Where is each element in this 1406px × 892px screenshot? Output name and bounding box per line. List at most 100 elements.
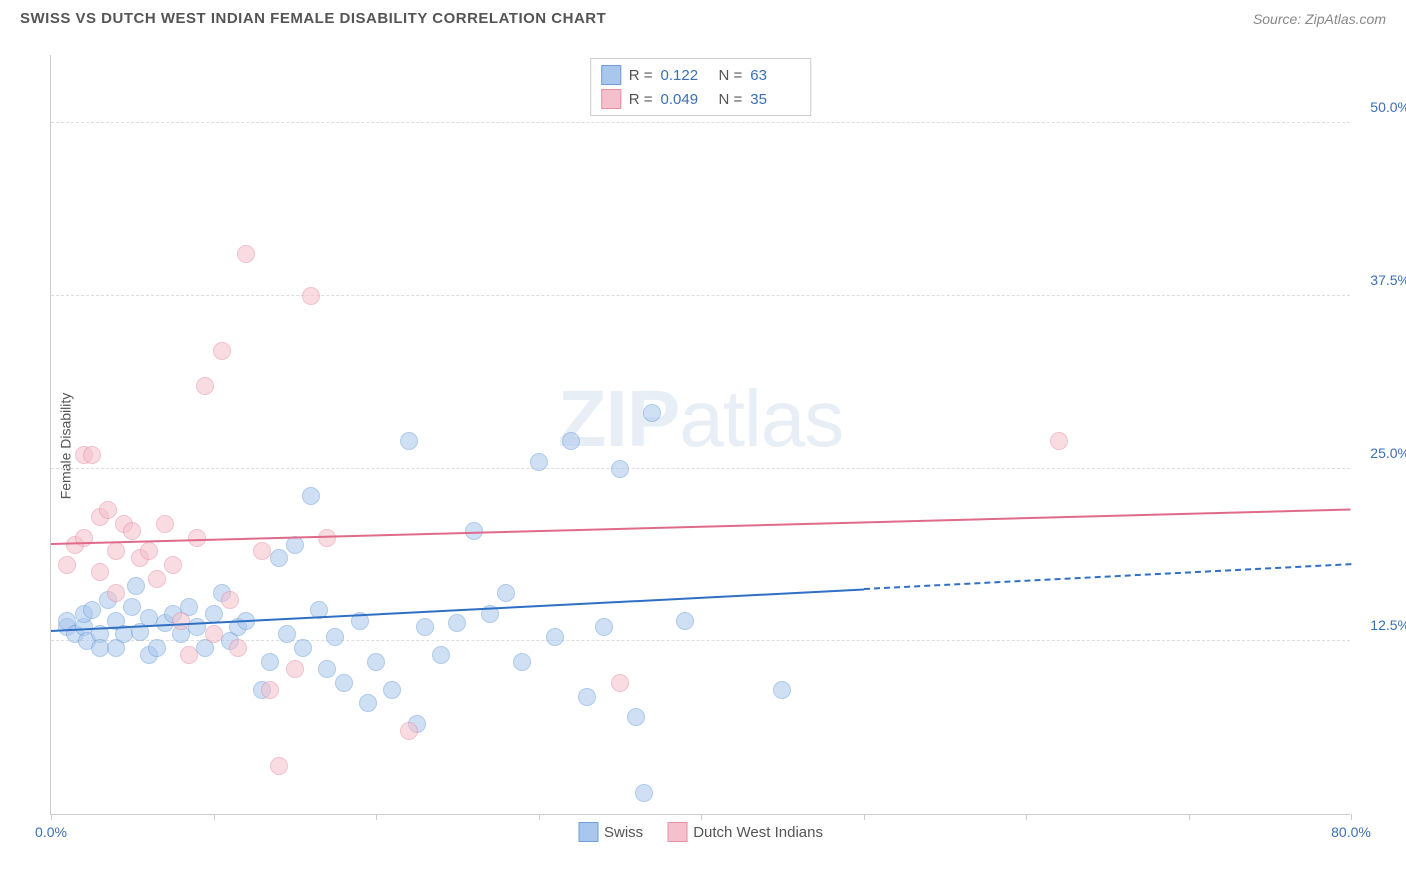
scatter-point (286, 660, 304, 678)
stats-legend-box: R = 0.122 N = 63 R = 0.049 N = 35 (590, 58, 812, 116)
r-value: 0.049 (661, 91, 711, 108)
scatter-point (400, 432, 418, 450)
scatter-point (546, 628, 564, 646)
scatter-point (302, 287, 320, 305)
scatter-point (367, 653, 385, 671)
scatter-point (270, 757, 288, 775)
watermark: ZIPatlas (558, 373, 843, 465)
scatter-point (383, 681, 401, 699)
scatter-point (326, 628, 344, 646)
scatter-point (140, 542, 158, 560)
legend-swatch (601, 89, 621, 109)
r-label: R = (629, 91, 653, 108)
scatter-point (294, 639, 312, 657)
scatter-point (676, 612, 694, 630)
legend-swatch (601, 65, 621, 85)
legend-swatch (578, 822, 598, 842)
legend-swatch (667, 822, 687, 842)
scatter-point (205, 605, 223, 623)
x-tick (1351, 814, 1352, 820)
scatter-point (513, 653, 531, 671)
x-tick (51, 814, 52, 820)
y-tick-label: 25.0% (1370, 445, 1406, 461)
source-attribution: Source: ZipAtlas.com (1253, 11, 1386, 27)
scatter-point (107, 542, 125, 560)
x-tick (376, 814, 377, 820)
chart-title: SWISS VS DUTCH WEST INDIAN FEMALE DISABI… (20, 10, 606, 27)
legend-label: Swiss (604, 824, 643, 841)
scatter-point (127, 577, 145, 595)
n-value: 35 (750, 91, 800, 108)
x-tick (701, 814, 702, 820)
legend-item: Swiss (578, 822, 643, 842)
scatter-point (400, 722, 418, 740)
x-tick-label: 0.0% (35, 824, 67, 840)
gridline (51, 640, 1350, 641)
watermark-bold: ZIP (558, 374, 679, 463)
scatter-point (270, 549, 288, 567)
legend-label: Dutch West Indians (693, 824, 823, 841)
scatter-point (205, 625, 223, 643)
bottom-legend: Swiss Dutch West Indians (578, 822, 823, 842)
scatter-point (562, 432, 580, 450)
scatter-point (188, 529, 206, 547)
r-label: R = (629, 67, 653, 84)
n-label: N = (719, 91, 743, 108)
scatter-point (627, 708, 645, 726)
stats-row: R = 0.049 N = 35 (601, 87, 801, 111)
stats-row: R = 0.122 N = 63 (601, 63, 801, 87)
scatter-point (432, 646, 450, 664)
trend-line (863, 563, 1351, 590)
scatter-point (91, 563, 109, 581)
scatter-point (416, 618, 434, 636)
scatter-point (302, 487, 320, 505)
scatter-point (213, 342, 231, 360)
scatter-point (635, 784, 653, 802)
scatter-point (229, 639, 247, 657)
scatter-point (530, 453, 548, 471)
scatter-point (578, 688, 596, 706)
scatter-point (83, 601, 101, 619)
scatter-point (611, 460, 629, 478)
scatter-point (253, 542, 271, 560)
scatter-point (180, 646, 198, 664)
gridline (51, 295, 1350, 296)
x-tick-label: 80.0% (1331, 824, 1371, 840)
scatter-point (773, 681, 791, 699)
gridline (51, 122, 1350, 123)
scatter-point (261, 653, 279, 671)
scatter-point (148, 570, 166, 588)
scatter-point (164, 556, 182, 574)
y-tick-label: 12.5% (1370, 617, 1406, 633)
scatter-point (99, 501, 117, 519)
scatter-point (58, 556, 76, 574)
x-tick (864, 814, 865, 820)
scatter-point (278, 625, 296, 643)
scatter-point (643, 404, 661, 422)
scatter-point (156, 515, 174, 533)
r-value: 0.122 (661, 67, 711, 84)
scatter-point (359, 694, 377, 712)
scatter-point (448, 614, 466, 632)
scatter-point (595, 618, 613, 636)
n-label: N = (719, 67, 743, 84)
scatter-point (261, 681, 279, 699)
watermark-light: atlas (679, 374, 843, 463)
scatter-point (497, 584, 515, 602)
scatter-point (196, 377, 214, 395)
x-tick (1189, 814, 1190, 820)
scatter-point (123, 522, 141, 540)
scatter-point (123, 598, 141, 616)
legend-item: Dutch West Indians (667, 822, 823, 842)
scatter-point (237, 245, 255, 263)
scatter-chart: ZIPatlas 12.5%25.0%37.5%50.0%0.0%80.0%R … (50, 55, 1350, 815)
scatter-point (148, 639, 166, 657)
scatter-point (172, 612, 190, 630)
x-tick (214, 814, 215, 820)
trend-line (51, 508, 1351, 545)
gridline (51, 468, 1350, 469)
scatter-point (1050, 432, 1068, 450)
n-value: 63 (750, 67, 800, 84)
y-tick-label: 50.0% (1370, 99, 1406, 115)
scatter-point (107, 584, 125, 602)
